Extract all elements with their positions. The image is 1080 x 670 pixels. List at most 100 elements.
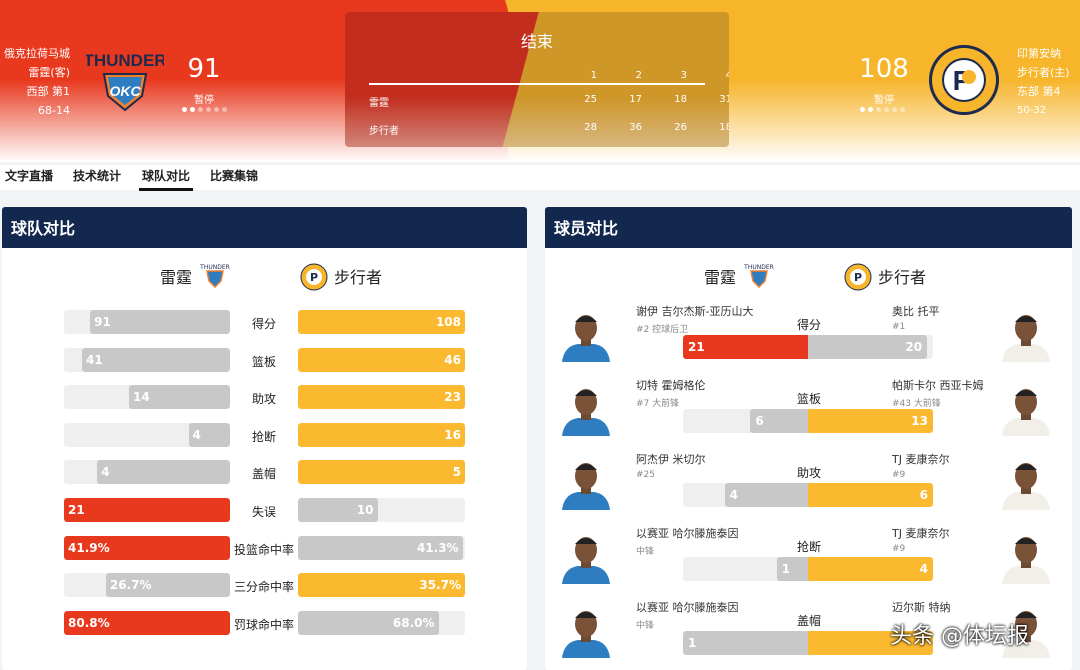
home-stat-value: 10 [356,503,374,517]
player-compare-home-name: 步行者 [878,268,927,287]
away-score: 91 [187,54,221,84]
home-player-name[interactable]: 奥比 托平 [892,305,940,318]
away-stat-fill: 21 [64,498,230,522]
player-stat-bar: 6 13 [683,409,933,433]
watermark: 头条 @体坛报 [890,624,1029,649]
svg-text:P: P [310,271,318,284]
away-record: 68-14 [38,104,70,117]
stat-label: 盖帽 [251,467,276,482]
quarter-score: 17 [629,94,642,105]
away-rank: 西部 第1 [26,85,71,98]
player-avatar[interactable] [998,604,1054,658]
stat-label: 投篮命中率 [233,542,294,557]
quarter-header: 3 [680,70,687,81]
stat-label: 抢断 [796,540,821,554]
away-player-fill: 4 [724,483,808,507]
away-player-info: 中锋 [636,547,655,557]
home-stat-value: 23 [444,390,461,405]
away-stat-value: 80.8% [68,615,110,630]
away-stat-value: 21 [68,503,85,517]
quarter-score: 18 [674,94,687,105]
home-player-value: 6 [919,488,928,502]
home-stat-fill: 46 [298,347,465,372]
player-avatar[interactable] [558,530,614,584]
stat-label: 三分命中率 [233,580,294,595]
team-compare-away-name: 雷霆 [160,268,193,287]
away-carousel-dots[interactable] [182,107,227,112]
stat-label: 篮板 [796,392,821,406]
home-player-value: 20 [905,340,923,354]
stat-label: 助攻 [251,392,276,407]
away-player-name[interactable]: 以赛亚 哈尔滕施泰因 [636,601,739,614]
quarter-score: 31 [719,94,729,105]
home-stat-fill: 108 [298,310,465,334]
quarter-score: 18 [719,122,729,133]
quarter-score: 25 [584,94,597,105]
away-stat-value: 41.9% [68,540,110,555]
away-player-name[interactable]: 阿杰伊 米切尔 [636,453,706,466]
stat-label: 失误 [251,505,276,519]
scoreboard-team-name: 雷霆 [369,98,389,109]
team-compare-home-name: 步行者 [334,268,383,287]
player-avatar[interactable] [998,382,1054,436]
away-stat-fill: 4 [188,422,230,447]
tab-4[interactable]: 比赛集锦 [210,169,259,183]
tab-1[interactable]: 文字直播 [5,169,54,183]
away-stat-value: 41 [86,352,103,367]
away-stat-bar: 41.9% [64,535,230,560]
thunder-logo[interactable]: THUNDER OKC [86,44,164,114]
home-stat-bar: 68.0% [298,610,465,635]
svg-text:THUNDER: THUNDER [200,264,230,271]
away-stat-bar: 26.7% [64,573,230,598]
away-stat-bar: 80.8% [64,610,230,635]
thunder-logo-small: THUNDER [744,264,774,289]
home-stat-fill: 10 [298,498,378,522]
player-compare-away-name: 雷霆 [704,268,737,287]
player-avatar[interactable] [998,456,1054,510]
home-stat-fill: 5 [298,460,465,485]
home-player-name[interactable]: TJ 麦康奈尔 [892,453,950,466]
scoreboard-divider [369,83,705,85]
team-compare-title: 球队对比 [2,207,527,248]
tab-2[interactable]: 技术统计 [73,169,122,183]
thunder-logo-small: THUNDER [200,264,230,289]
home-player-name[interactable]: 帕斯卡尔 西亚卡姆 [892,379,984,392]
pacers-logo[interactable]: P [927,43,1001,117]
quarter-score: 26 [674,122,687,133]
player-avatar[interactable] [998,530,1054,584]
home-player-name[interactable]: 迈尔斯 特纳 [892,601,951,614]
away-player-info: #2 控球后卫 [636,325,689,335]
away-stat-value: 4 [101,465,110,480]
tab-bar: 文字直播 技术统计 球队对比 比赛集锦 [0,165,1080,191]
quarter-header: 2 [635,70,642,81]
player-avatar[interactable] [558,604,614,658]
player-avatar[interactable] [558,382,614,436]
home-record: 50-32 [1017,105,1047,116]
stat-label: 助攻 [796,466,821,480]
home-stat-fill: 35.7% [298,573,465,598]
player-stat-bar: 21 20 [683,335,933,359]
away-player-name[interactable]: 切特 霍姆格伦 [636,379,706,392]
home-player-name[interactable]: TJ 麦康奈尔 [892,527,950,540]
player-avatar[interactable] [558,308,614,362]
away-player-name[interactable]: 谢伊 吉尔杰斯-亚历山大 [636,305,754,318]
away-team-info: 俄克拉荷马城 雷霆(客) 西部 第1 68-14 [0,44,70,120]
scoreboard-team-name: 步行者 [369,126,399,137]
away-player-name[interactable]: 以赛亚 哈尔滕施泰因 [636,527,739,540]
home-name: 步行者(主) [1017,66,1070,79]
tab-3[interactable]: 球队对比 [138,169,194,191]
quarter-header: 4 [725,70,729,81]
home-player-fill: 4 [808,557,933,581]
home-player-fill: 20 [808,335,928,359]
away-stat-value: 91 [94,315,111,329]
player-avatar[interactable] [558,456,614,510]
away-player-value: 6 [755,414,764,428]
home-player-info: #43 大前锋 [892,399,941,409]
home-stat-bar: 41.3% [298,535,465,560]
player-avatar[interactable] [998,308,1054,362]
home-team-info: 印第安纳 步行者(主) 东部 第4 50-32 [1017,44,1080,120]
home-carousel-dots[interactable] [860,107,905,112]
pacers-logo-small: P [844,263,872,291]
stat-label: 抢断 [251,429,276,444]
away-player-value: 21 [688,340,705,354]
